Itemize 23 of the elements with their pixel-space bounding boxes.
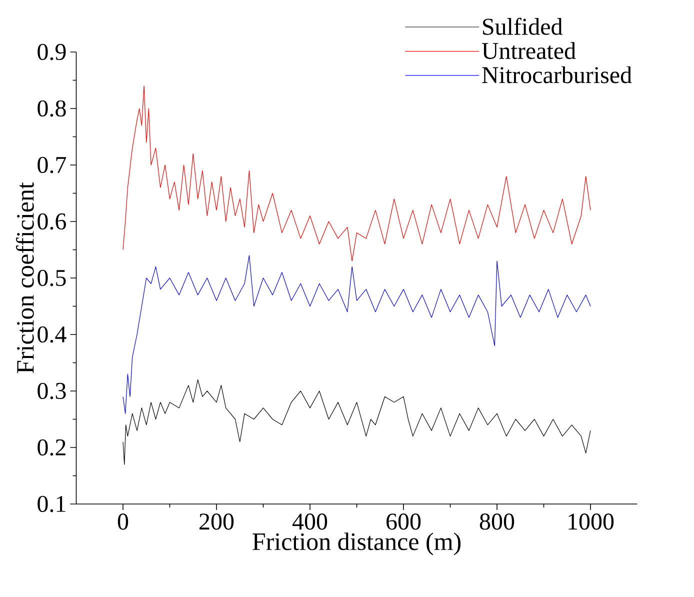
- x-tick-label: 200: [200, 514, 234, 530]
- y-tick-label: 0.6: [38, 213, 66, 230]
- x-tick-label: 800: [480, 514, 514, 530]
- y-tick-label: 0.1: [38, 496, 66, 512]
- y-tick-label: 0.8: [38, 100, 66, 117]
- legend-label: Untreated: [482, 42, 576, 60]
- legend-label: Sulfided: [483, 18, 562, 35]
- x-tick-label: 400: [292, 514, 328, 530]
- y-tick-label: 0.3: [38, 382, 66, 400]
- y-tick-label: 0.9: [38, 44, 66, 60]
- line-series: [122, 86, 591, 262]
- x-tick-label: 1000: [568, 514, 614, 530]
- x-axis-title: Friction distance (m): [252, 532, 461, 556]
- x-tick-label: 0: [118, 514, 128, 530]
- line-series: [122, 255, 591, 414]
- y-tick-label: 0.5: [38, 270, 66, 286]
- y-axis-title: Friction coefficient: [16, 182, 34, 374]
- legend-label: Nitrocarburised: [482, 66, 632, 84]
- x-tick-label: 600: [386, 514, 421, 530]
- line-series: [122, 379, 591, 465]
- y-tick-label: 0.7: [38, 156, 66, 174]
- y-tick-label: 0.4: [38, 326, 66, 343]
- y-tick-label: 0.2: [38, 439, 66, 456]
